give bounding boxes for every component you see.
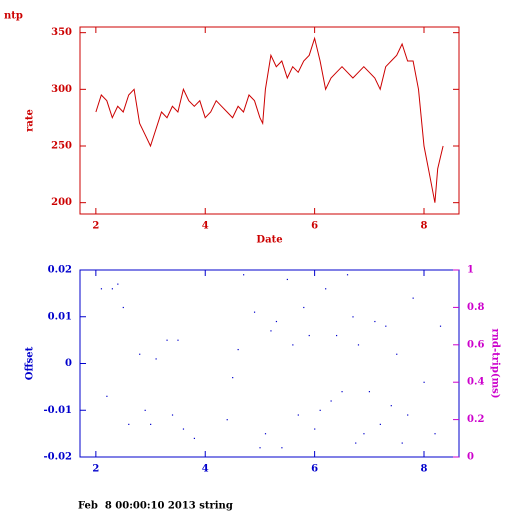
footer: Feb 8 00:00:10 2013 string	[78, 501, 233, 512]
data-point	[352, 316, 354, 318]
x-tick-label: 6	[311, 464, 318, 475]
x-tick-label: 8	[421, 464, 428, 475]
plot-frame	[79, 26, 460, 215]
y-tick-label: 200	[51, 197, 72, 208]
y-tick-label: 350	[51, 27, 72, 38]
data-point	[297, 414, 299, 416]
data-point	[150, 423, 152, 425]
data-point	[182, 428, 185, 430]
data-point	[111, 288, 113, 290]
data-point	[281, 447, 283, 449]
data-point	[396, 353, 398, 355]
data-point	[368, 391, 371, 393]
data-point	[232, 377, 234, 379]
data-point	[357, 344, 360, 346]
data-point	[407, 414, 409, 416]
data-point	[117, 283, 119, 285]
data-point	[243, 274, 245, 276]
y2-tick-label: 0.4	[467, 377, 484, 388]
data-point	[314, 428, 316, 430]
y-tick-label: 0.02	[48, 265, 72, 276]
data-point	[423, 381, 425, 383]
data-point	[390, 405, 392, 407]
data-point	[412, 297, 414, 299]
data-point	[264, 433, 267, 435]
data-point	[319, 409, 321, 411]
data-point	[171, 414, 174, 416]
y-axis-label: Offset	[25, 346, 36, 380]
data-point	[379, 423, 381, 425]
data-point	[100, 288, 103, 290]
data-point	[286, 278, 288, 281]
data-point	[335, 334, 338, 337]
data-point	[155, 358, 157, 360]
data-point	[385, 325, 387, 327]
data-point	[177, 339, 179, 341]
y2-tick-label: 1	[467, 265, 474, 276]
y2-axis-label: rnd-trip(ms)	[490, 328, 501, 398]
data-point	[275, 320, 278, 323]
x-tick-label: 4	[202, 464, 209, 475]
data-point	[270, 330, 272, 332]
data-point	[303, 306, 305, 309]
data-point	[259, 447, 261, 449]
y-tick-label: -0.02	[43, 452, 72, 463]
data-point	[325, 288, 327, 290]
data-point	[434, 433, 436, 435]
data-point	[363, 433, 365, 435]
y-tick-label: -0.01	[43, 405, 72, 416]
y-tick-label: 300	[51, 84, 72, 95]
page-title: ntp	[4, 11, 23, 22]
y-tick-label: 0	[65, 358, 72, 369]
y-tick-label: 0.01	[48, 311, 72, 322]
data-point	[374, 320, 376, 323]
data-point	[237, 348, 239, 351]
y2-tick-label: 0.8	[467, 302, 484, 313]
y2-tick-label: 0.2	[467, 414, 484, 425]
data-point	[226, 419, 228, 421]
data-point	[341, 391, 343, 393]
data-point	[106, 395, 108, 397]
data-point	[355, 442, 357, 444]
x-axis-label: Date	[256, 235, 282, 246]
y-tick-label: 250	[51, 141, 72, 152]
data-point	[166, 339, 168, 341]
data-point	[401, 442, 403, 444]
x-tick-label: 8	[421, 221, 428, 232]
data-point	[439, 325, 442, 327]
data-point	[292, 344, 294, 346]
data-point	[122, 306, 124, 309]
data-point	[144, 409, 146, 411]
y-axis-label: rate	[25, 109, 36, 132]
data-point	[346, 274, 349, 276]
data-point	[139, 353, 141, 355]
data-point	[308, 334, 310, 337]
data-point	[253, 311, 256, 313]
y2-tick-label: 0.6	[467, 339, 484, 350]
y2-tick-label: 0	[467, 452, 474, 463]
x-tick-label: 4	[202, 221, 209, 232]
x-tick-label: 6	[311, 221, 318, 232]
data-point	[193, 437, 196, 439]
data-line	[95, 36, 444, 203]
x-tick-label: 2	[92, 221, 99, 232]
data-point	[128, 423, 130, 425]
data-point	[330, 400, 332, 402]
plot-frame	[79, 269, 460, 458]
x-tick-label: 2	[92, 464, 99, 475]
